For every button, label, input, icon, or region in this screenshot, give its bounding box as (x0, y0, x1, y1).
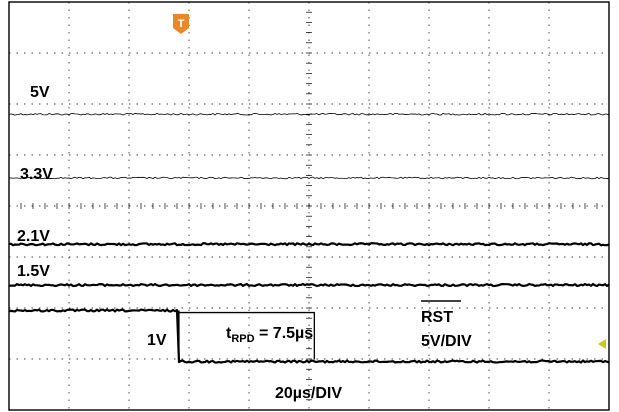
delay-annotation: tRPD = 7.5µs (226, 325, 313, 345)
series-label-2v1: 2.1V (17, 228, 50, 245)
trace-2v1v (8, 242, 610, 247)
rst-label: RST (421, 309, 453, 326)
waveform-traces (8, 112, 610, 364)
series-label-1v5: 1.5V (17, 263, 50, 280)
series-label-5v: 5V (30, 84, 50, 101)
delay-value: = 7.5µs (255, 325, 314, 342)
threshold-label: 1V (147, 332, 167, 349)
trace-rst (8, 308, 610, 364)
delay-subscript: RPD (231, 333, 254, 345)
delay-t: t (226, 325, 232, 342)
trace-5v (8, 112, 610, 116)
graticule (8, 1, 610, 411)
level-arrow-icon (598, 339, 606, 349)
trigger-T-icon: T (173, 14, 189, 34)
trigger-label: T (178, 18, 185, 30)
trace-3v3v (8, 176, 610, 180)
series-label-3v3: 3.3V (20, 166, 53, 183)
rst-scale-label: 5V/DIV (421, 333, 472, 350)
delay-bracket (178, 311, 315, 360)
time-scale-label: 20µs/DIV (275, 385, 342, 402)
trace-1v5v (8, 282, 610, 288)
